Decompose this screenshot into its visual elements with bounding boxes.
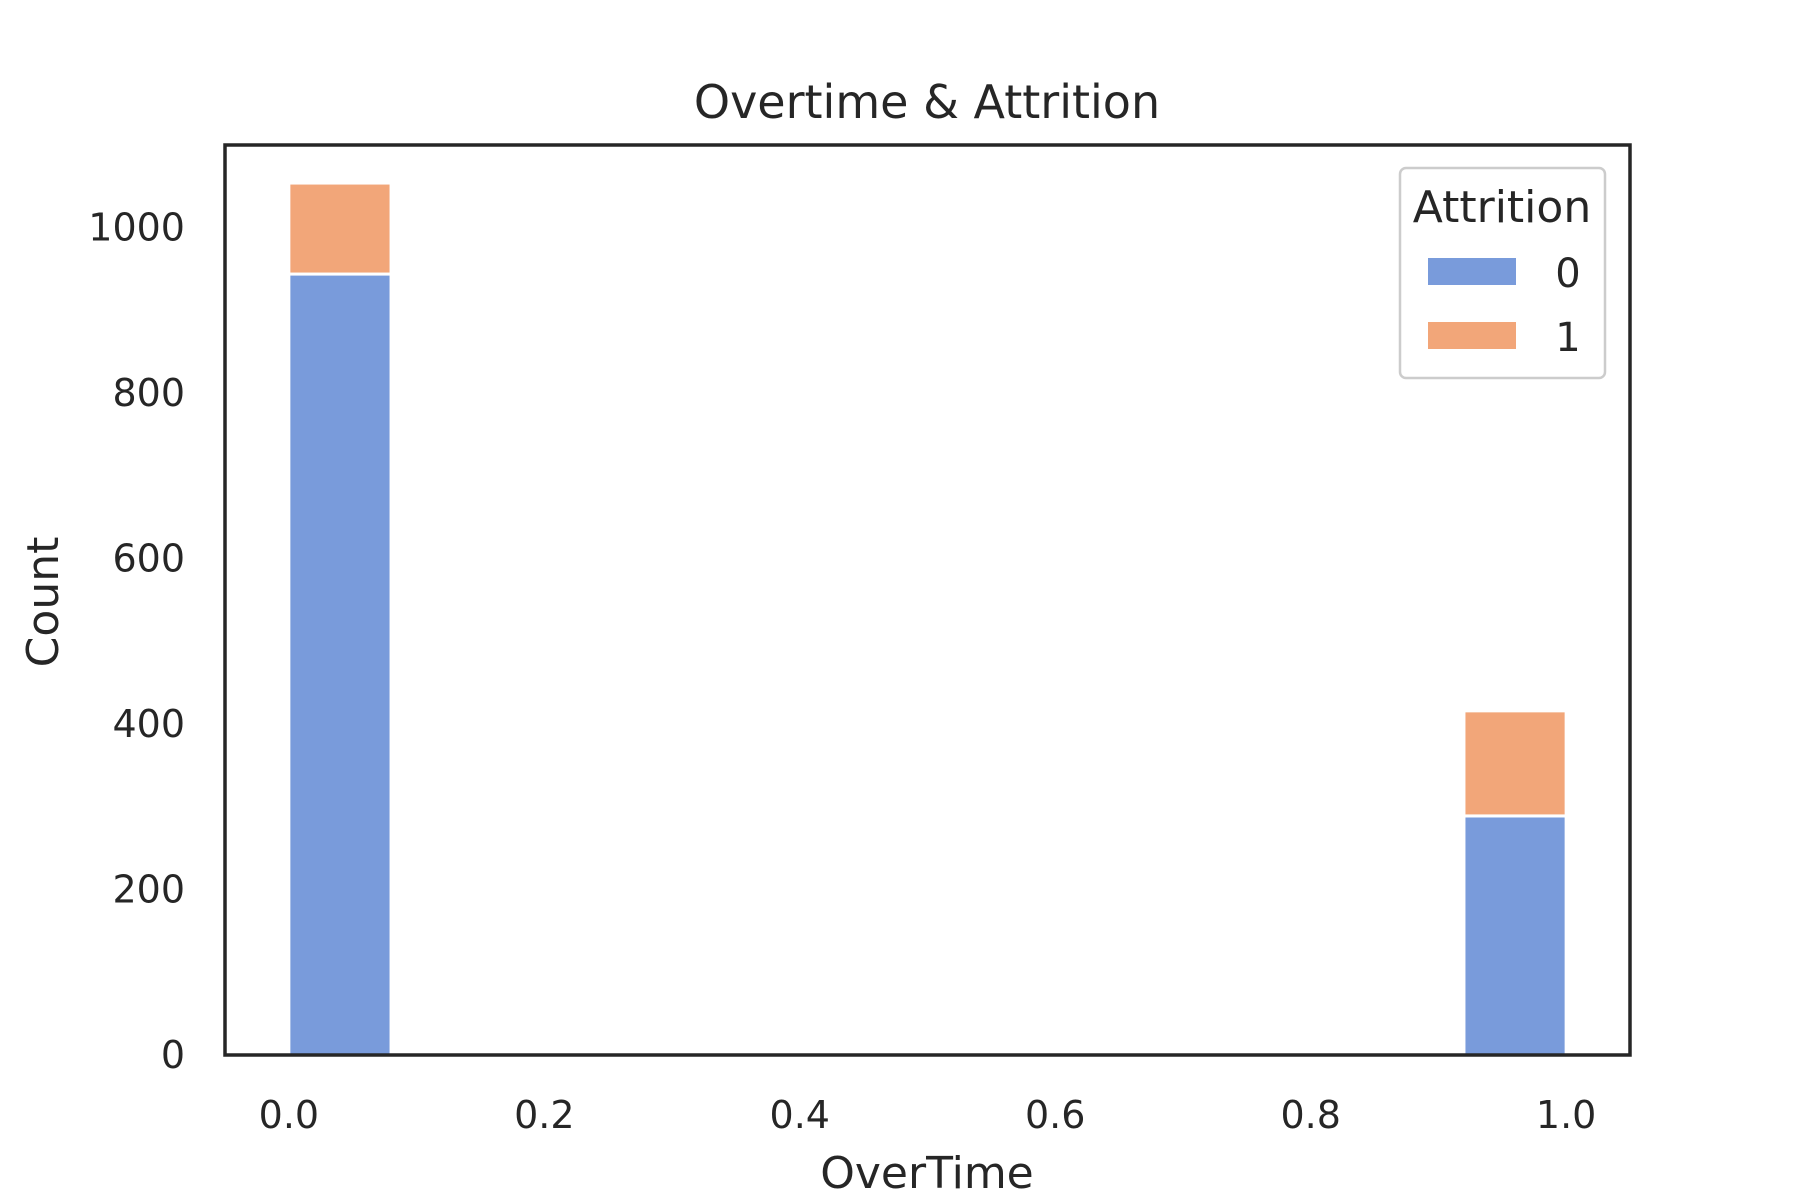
y-tick-label: 200 — [112, 868, 185, 912]
x-tick-label: 0.0 — [259, 1093, 319, 1137]
legend-title: Attrition — [1413, 182, 1591, 233]
y-tick-label: 1000 — [88, 206, 185, 250]
legend: Attrition 0 1 — [1398, 166, 1607, 380]
legend-label-1: 1 — [1555, 315, 1580, 361]
bar-attrition-0-bin-0 — [287, 272, 393, 1057]
chart-title: Overtime & Attrition — [694, 75, 1160, 129]
x-tick-label: 0.8 — [1280, 1093, 1340, 1137]
y-tick-label: 800 — [112, 371, 185, 415]
bar-attrition-1-bin-1 — [1462, 709, 1568, 818]
bar-attrition-0-bin-1 — [1462, 814, 1568, 1057]
bars — [287, 181, 1568, 1057]
x-tick-label: 0.2 — [514, 1093, 574, 1137]
x-axis-label: OverTime — [820, 1148, 1034, 1199]
plot-frame — [223, 143, 1632, 1057]
x-tick-label: 0.6 — [1025, 1093, 1085, 1137]
y-tick-label: 0 — [161, 1033, 185, 1077]
bar-attrition-1-bin-0 — [287, 181, 393, 276]
legend-label-0: 0 — [1555, 251, 1580, 297]
y-tick-labels: 0 200 400 600 800 1000 — [88, 206, 185, 1077]
x-tick-label: 0.4 — [770, 1093, 830, 1137]
x-tick-labels: 0.0 0.2 0.4 0.6 0.8 1.0 — [259, 1093, 1597, 1137]
y-tick-label: 600 — [112, 537, 185, 581]
x-tick-label: 1.0 — [1536, 1093, 1596, 1137]
legend-swatch-1 — [1428, 322, 1516, 349]
y-axis-label: Count — [18, 537, 69, 668]
y-tick-label: 400 — [112, 702, 185, 746]
legend-swatch-0 — [1428, 258, 1516, 285]
